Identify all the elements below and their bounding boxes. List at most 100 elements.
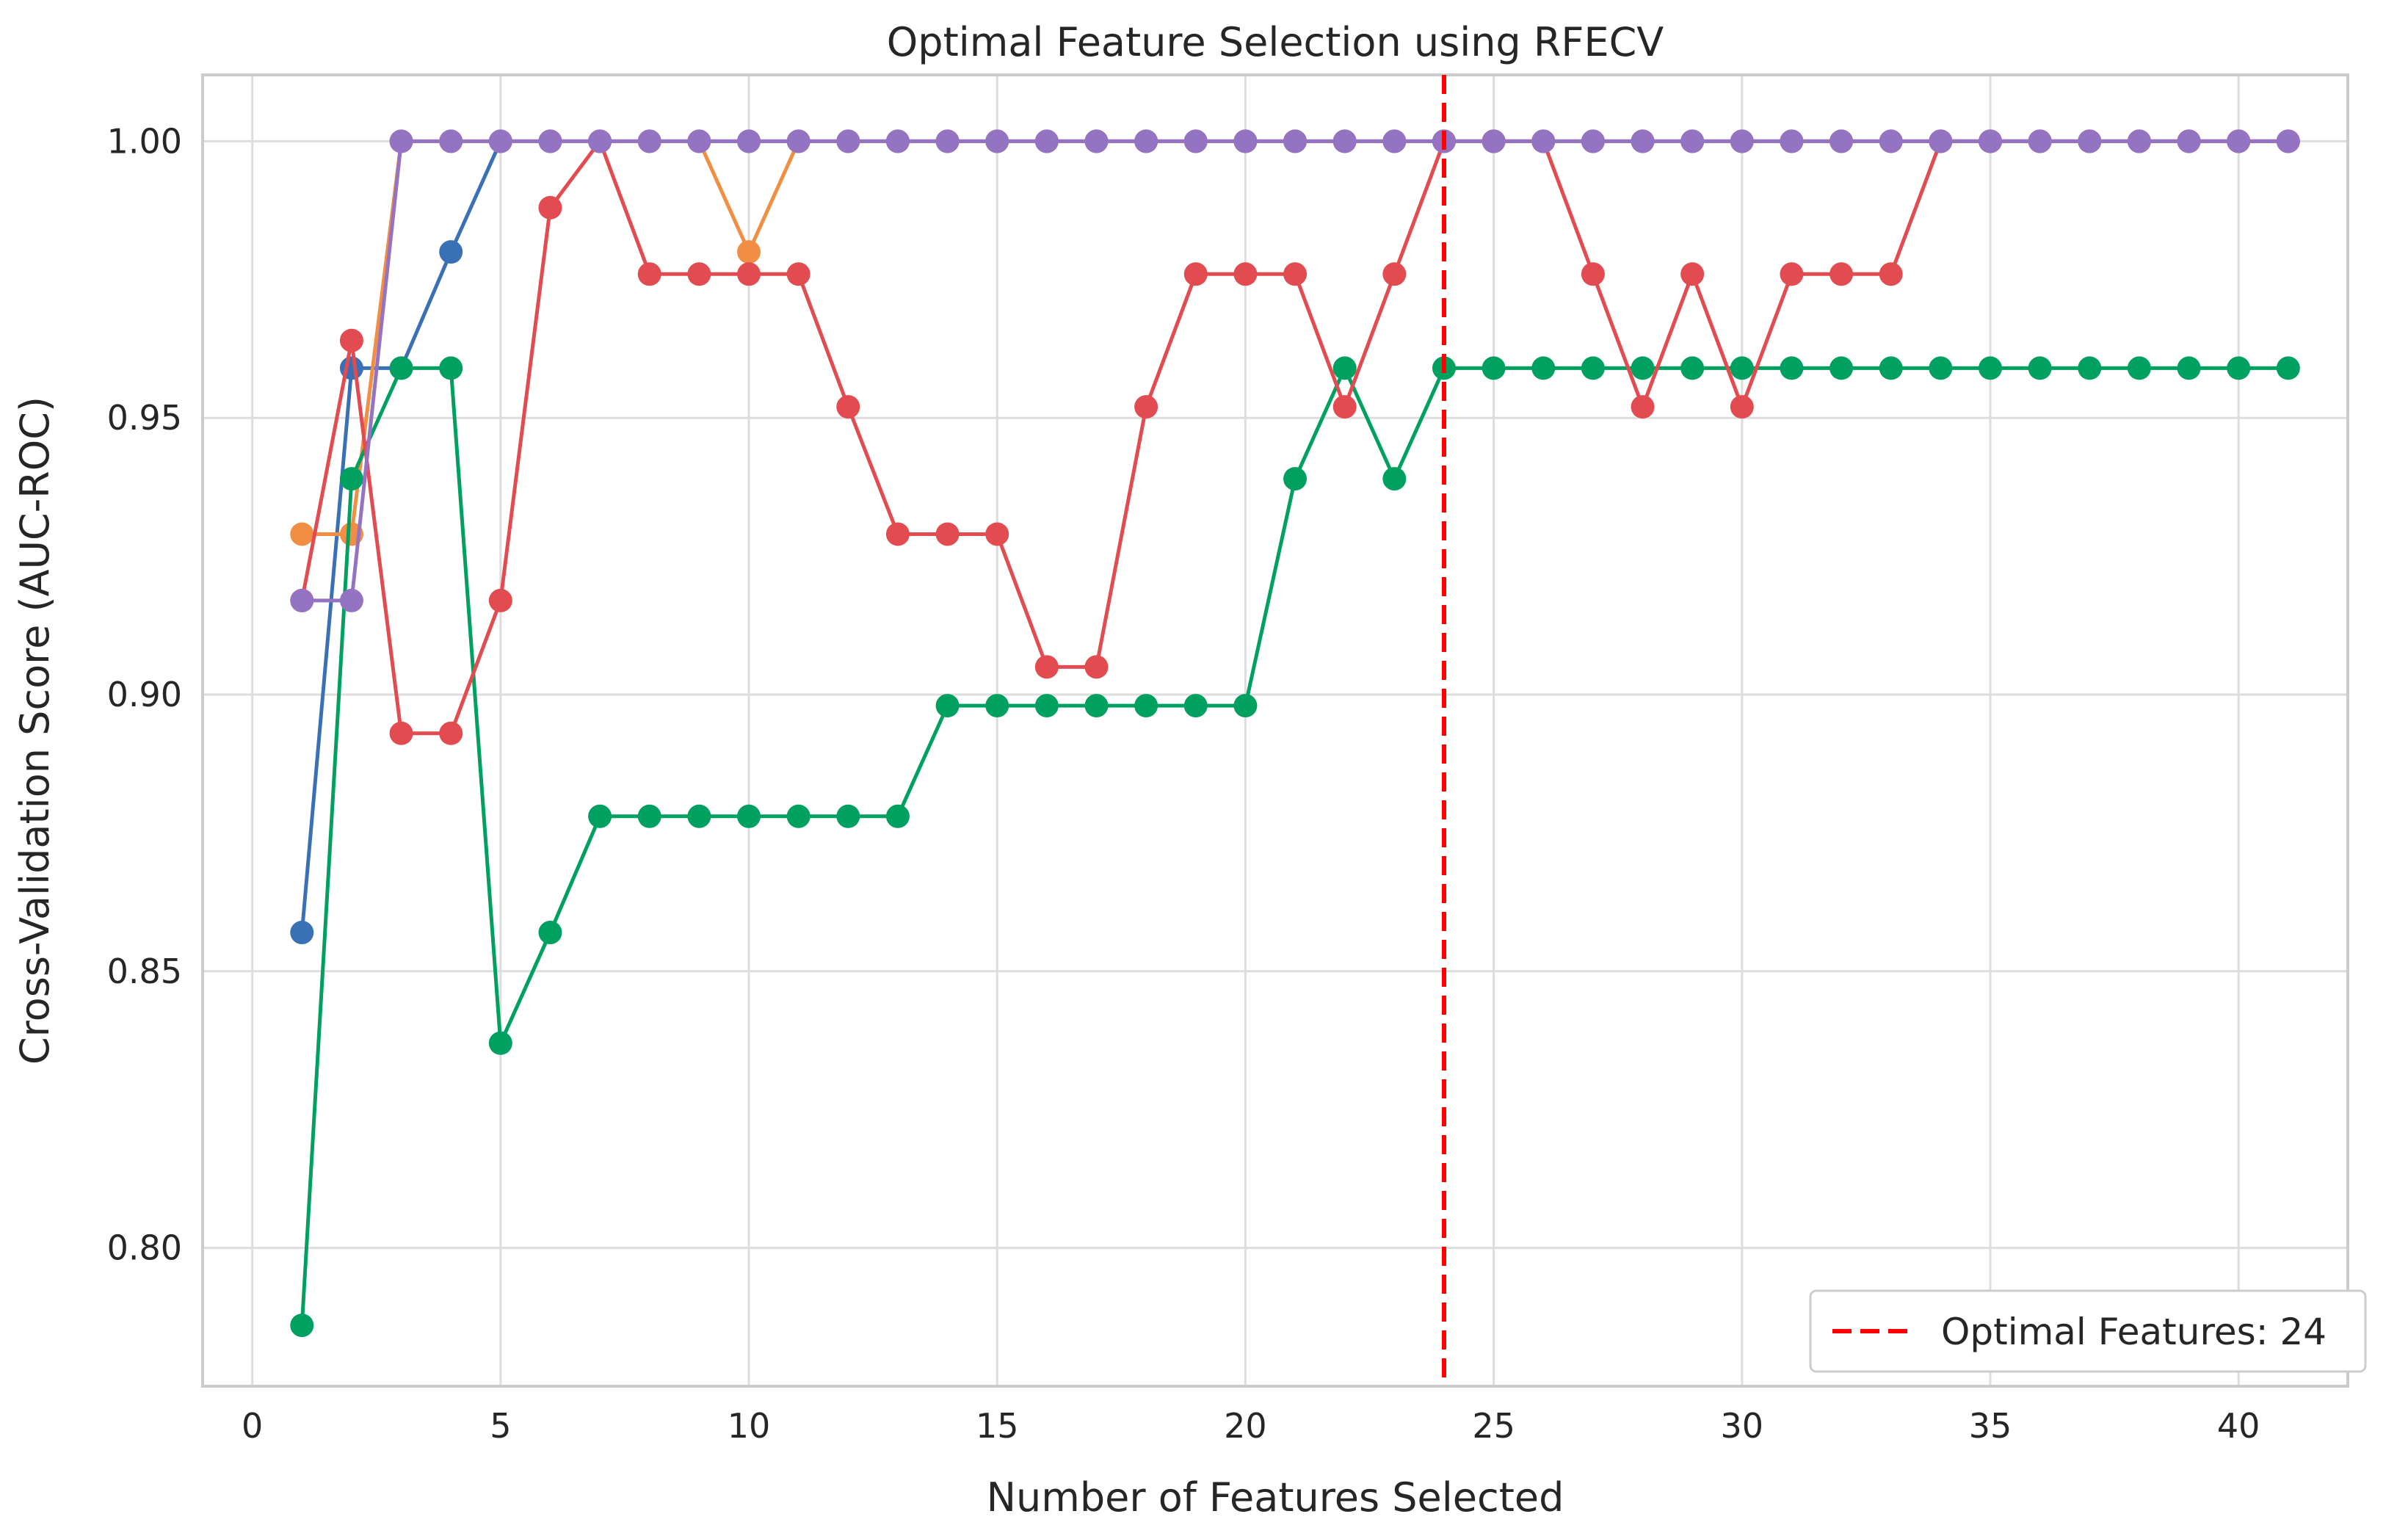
data-point xyxy=(1829,356,1854,380)
y-tick-label: 1.00 xyxy=(107,121,182,161)
data-point xyxy=(935,694,960,718)
data-point xyxy=(885,522,910,546)
data-point xyxy=(1034,129,1059,153)
data-point xyxy=(1332,356,1357,380)
data-point xyxy=(1183,694,1208,718)
data-point xyxy=(737,804,761,828)
x-tick-label: 20 xyxy=(1224,1406,1267,1446)
data-point xyxy=(1730,129,1754,153)
data-point xyxy=(538,921,562,945)
x-tick-label: 15 xyxy=(976,1406,1019,1446)
y-tick-label: 0.95 xyxy=(107,398,182,438)
data-point xyxy=(1134,129,1158,153)
data-point xyxy=(290,588,314,612)
legend-box xyxy=(1809,1289,2367,1373)
data-point xyxy=(588,804,612,828)
x-tick-label: 5 xyxy=(490,1406,511,1446)
data-point xyxy=(737,262,761,286)
data-point xyxy=(389,356,413,380)
data-point xyxy=(1482,356,1506,380)
data-point xyxy=(1283,467,1308,491)
legend-label-optimal-features: Optimal Features: 24 xyxy=(1941,1311,2327,1353)
data-point xyxy=(1233,262,1258,286)
data-point xyxy=(985,694,1009,718)
data-point xyxy=(885,129,910,153)
data-point xyxy=(1034,694,1059,718)
data-point xyxy=(2127,356,2151,380)
data-point xyxy=(588,129,612,153)
data-point xyxy=(985,129,1009,153)
data-point xyxy=(2177,356,2201,380)
data-point xyxy=(885,804,910,828)
data-point xyxy=(1084,655,1109,679)
data-point xyxy=(389,129,413,153)
data-point xyxy=(1829,129,1854,153)
data-point xyxy=(1134,694,1158,718)
x-tick-label: 25 xyxy=(1472,1406,1515,1446)
data-point xyxy=(737,240,761,264)
data-point xyxy=(1780,129,1804,153)
data-point xyxy=(1183,262,1208,286)
y-axis-ticks: 0.80 0.85 0.90 0.95 1.00 xyxy=(107,121,182,1267)
data-point xyxy=(1979,129,2002,153)
data-point xyxy=(1283,129,1308,153)
data-point xyxy=(2227,356,2251,380)
series-group xyxy=(290,129,2300,1338)
data-point xyxy=(2227,129,2251,153)
data-point xyxy=(1780,262,1804,286)
data-point xyxy=(1382,467,1407,491)
x-axis-label: Number of Features Selected xyxy=(987,1474,1564,1521)
data-point xyxy=(339,328,363,352)
data-point xyxy=(1034,655,1059,679)
data-point xyxy=(1929,356,1953,380)
data-point xyxy=(1581,356,1605,380)
data-point xyxy=(1879,262,1903,286)
data-point xyxy=(439,240,463,264)
data-point xyxy=(1084,694,1109,718)
data-point xyxy=(290,522,314,546)
data-point xyxy=(2177,129,2201,153)
y-tick-label: 0.90 xyxy=(107,675,182,714)
data-point xyxy=(1730,395,1754,419)
data-point xyxy=(1332,129,1357,153)
x-tick-label: 40 xyxy=(2217,1406,2260,1446)
y-tick-label: 0.80 xyxy=(107,1228,182,1268)
data-point xyxy=(1631,129,1655,153)
series-3 xyxy=(290,356,2300,1338)
data-point xyxy=(985,522,1009,546)
data-point xyxy=(1581,129,1605,153)
data-point xyxy=(786,804,810,828)
data-point xyxy=(1631,395,1655,419)
data-point xyxy=(687,804,711,828)
data-point xyxy=(2028,129,2052,153)
data-point xyxy=(1332,395,1357,419)
data-point xyxy=(2276,356,2300,380)
data-point xyxy=(687,262,711,286)
data-point xyxy=(439,721,463,745)
x-tick-label: 10 xyxy=(728,1406,771,1446)
chart-title: Optimal Feature Selection using RFECV xyxy=(887,19,1664,65)
data-point xyxy=(1879,356,1903,380)
y-tick-label: 0.85 xyxy=(107,952,182,991)
data-point xyxy=(1183,129,1208,153)
data-point xyxy=(737,129,761,153)
data-point xyxy=(1929,129,1953,153)
data-point xyxy=(1531,129,1556,153)
data-point xyxy=(1382,129,1407,153)
data-point xyxy=(836,395,860,419)
data-point xyxy=(2028,356,2052,380)
data-point xyxy=(1879,129,1903,153)
data-point xyxy=(290,921,314,945)
data-point xyxy=(1283,262,1308,286)
x-tick-label: 0 xyxy=(242,1406,263,1446)
data-point xyxy=(439,129,463,153)
data-point xyxy=(488,1031,512,1055)
x-axis-ticks: 0 5 10 15 20 25 30 35 40 xyxy=(242,1406,2260,1446)
data-point xyxy=(1233,694,1258,718)
data-point xyxy=(339,588,363,612)
data-point xyxy=(935,522,960,546)
x-tick-label: 30 xyxy=(1721,1406,1764,1446)
data-point xyxy=(488,129,512,153)
data-point xyxy=(538,195,562,220)
